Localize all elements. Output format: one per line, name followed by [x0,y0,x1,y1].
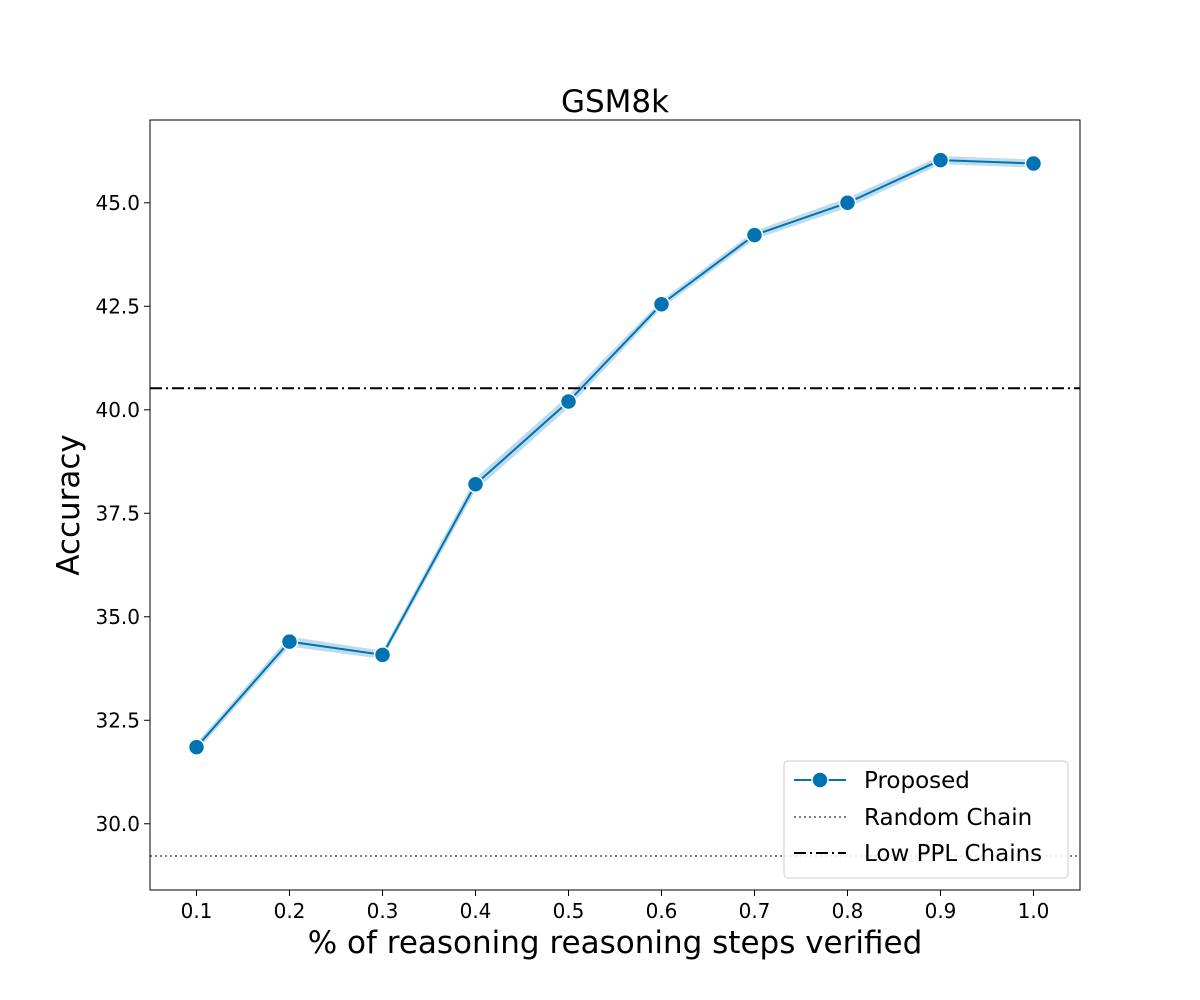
y-tick-label: 32.5 [95,708,140,732]
y-tick-label: 35.0 [95,605,140,629]
y-axis-label: Accuracy [51,434,87,576]
data-point [280,632,299,651]
x-tick-label: 0.9 [925,899,957,923]
y-tick-label: 45.0 [95,191,140,215]
data-point [652,295,671,313]
y-tick-label: 37.5 [95,501,140,525]
plot-frame [149,119,1081,891]
series-marker-layer [187,151,1043,756]
legend-item-low-ppl-chains: Low PPL Chains [794,841,1042,867]
confidence-band-layer [196,156,1034,752]
x-tick-label: 0.8 [832,899,864,923]
series-confidence-band [196,156,1034,752]
legend-marker-proposed [811,771,829,789]
x-axis-ticks: 0.1 0.2 0.3 0.4 0.5 0.6 0.7 0.8 0.9 1.0 [181,890,1050,923]
y-axis-ticks: 30.0 32.5 35.0 37.5 40.0 42.5 45.0 [95,191,150,836]
x-tick-label: 0.5 [553,899,585,923]
data-point [373,646,392,664]
x-tick-label: 1.0 [1018,899,1050,923]
x-tick-label: 0.1 [181,899,213,923]
legend-box [783,760,1069,879]
data-point [931,151,950,169]
y-tick-label: 42.5 [95,294,140,318]
x-axis-label: % of reasoning reasoning steps verified [308,925,923,961]
y-tick-label: 40.0 [95,398,140,422]
data-point [1024,154,1043,173]
x-tick-label: 0.4 [460,899,492,923]
y-tick-label: 30.0 [95,812,140,836]
legend: Proposed Random Chain Low PPL Chains [783,760,1069,879]
legend-label-proposed: Proposed [864,768,970,794]
legend-label-low-ppl-chains: Low PPL Chains [864,841,1042,867]
data-point [838,194,857,212]
legend-item-proposed: Proposed [794,768,970,794]
legend-label-random-chain: Random Chain [864,805,1032,831]
x-tick-label: 0.6 [646,899,678,923]
series-line-proposed [195,159,1034,748]
data-point [187,738,206,756]
data-point [466,475,485,494]
data-point [745,226,764,244]
x-tick-label: 0.7 [739,899,771,923]
chart-title: GSM8k [561,84,669,120]
data-point [559,392,578,411]
x-tick-label: 0.3 [367,899,399,923]
series-line-layer [195,159,1034,748]
x-tick-label: 0.2 [274,899,306,923]
legend-item-random-chain: Random Chain [794,805,1032,831]
